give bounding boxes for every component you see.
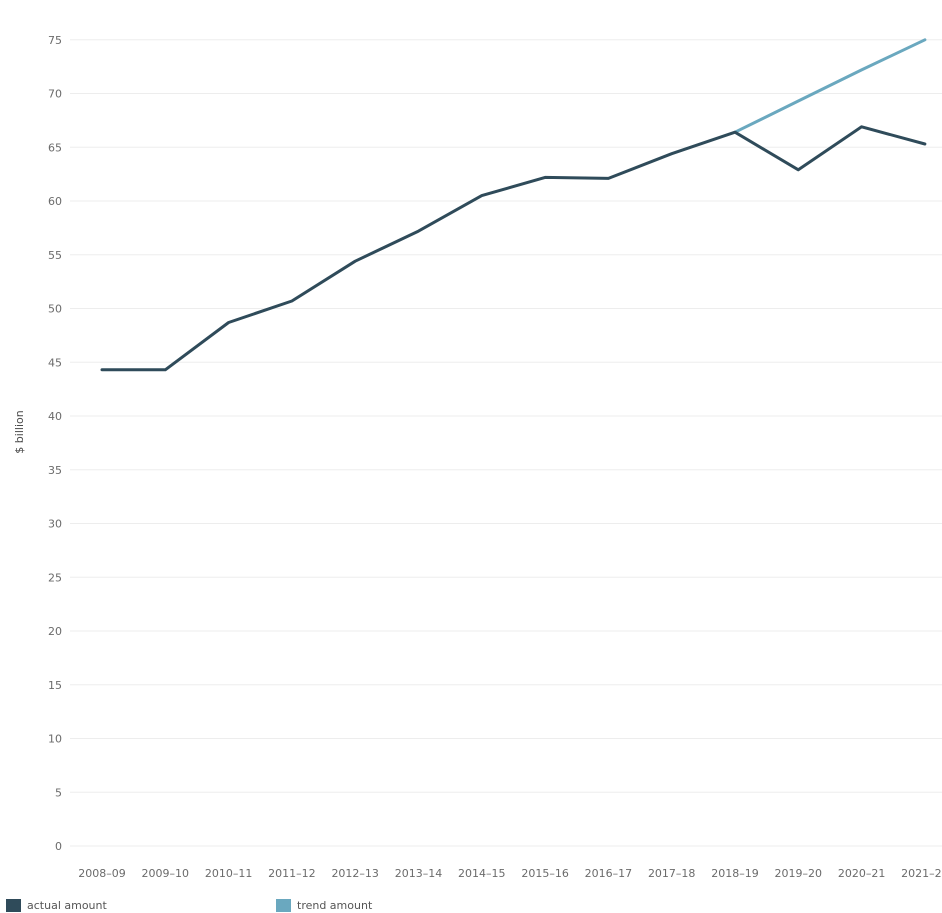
y-tick-label: 45 <box>48 356 62 369</box>
x-tick-label: 2011–12 <box>268 867 316 880</box>
x-tick-label: 2015–16 <box>521 867 569 880</box>
legend-item-actual[interactable]: actual amount <box>6 897 107 913</box>
y-tick-label: 0 <box>55 840 62 853</box>
x-tick-label: 2019–20 <box>775 867 823 880</box>
y-tick-label: 35 <box>48 464 62 477</box>
y-axis-label: $ billion <box>13 410 26 453</box>
x-tick-label: 2021–22 <box>901 867 942 880</box>
y-tick-label: 15 <box>48 679 62 692</box>
y-tick-label: 40 <box>48 410 62 423</box>
series-line-trend[interactable] <box>735 40 925 132</box>
y-tick-label: 60 <box>48 195 62 208</box>
legend-item-trend[interactable]: trend amount <box>276 897 372 913</box>
x-tick-label: 2012–13 <box>331 867 379 880</box>
x-tick-label: 2009–10 <box>142 867 190 880</box>
y-tick-label: 70 <box>48 88 62 101</box>
y-axis-ticks: 0 5 10 15 20 25 30 35 40 45 50 55 60 65 70 75 <box>48 34 62 853</box>
legend-label-trend: trend amount <box>297 899 372 912</box>
series-lines <box>102 40 925 370</box>
x-tick-label: 2018–19 <box>711 867 759 880</box>
x-tick-label: 2020–21 <box>838 867 886 880</box>
x-tick-label: 2013–14 <box>395 867 443 880</box>
x-tick-label: 2008–09 <box>78 867 126 880</box>
y-tick-label: 25 <box>48 571 62 584</box>
legend-swatch-actual <box>6 899 21 912</box>
y-tick-label: 75 <box>48 34 62 47</box>
y-tick-label: 10 <box>48 733 62 746</box>
y-tick-label: 55 <box>48 249 62 262</box>
y-tick-label: 65 <box>48 141 62 154</box>
y-tick-label: 50 <box>48 303 62 316</box>
x-tick-label: 2010–11 <box>205 867 253 880</box>
x-tick-label: 2014–15 <box>458 867 506 880</box>
y-tick-label: 30 <box>48 518 62 531</box>
legend-swatch-trend <box>276 899 291 912</box>
y-tick-label: 20 <box>48 625 62 638</box>
series-line-actual[interactable] <box>102 127 925 370</box>
x-axis-ticks: 2008–09 2009–10 2010–11 2011–12 2012–13 2013–… <box>78 867 942 880</box>
legend-label-actual: actual amount <box>27 899 107 912</box>
x-tick-label: 2016–17 <box>585 867 633 880</box>
y-tick-label: 5 <box>55 786 62 799</box>
legend: actual amount trend amount <box>6 897 936 913</box>
x-tick-label: 2017–18 <box>648 867 696 880</box>
